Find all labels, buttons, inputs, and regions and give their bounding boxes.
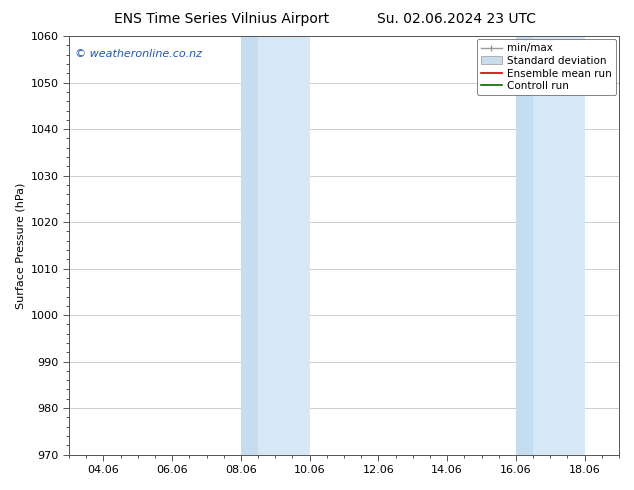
Bar [516,36,585,455]
Text: ENS Time Series Vilnius Airport: ENS Time Series Vilnius Airport [114,12,330,26]
Bar [516,36,533,455]
Bar [241,36,309,455]
Y-axis label: Surface Pressure (hPa): Surface Pressure (hPa) [15,182,25,309]
Text: © weatheronline.co.nz: © weatheronline.co.nz [75,49,202,59]
Text: Su. 02.06.2024 23 UTC: Su. 02.06.2024 23 UTC [377,12,536,26]
Bar [241,36,258,455]
Legend: min/max, Standard deviation, Ensemble mean run, Controll run: min/max, Standard deviation, Ensemble me… [477,39,616,96]
